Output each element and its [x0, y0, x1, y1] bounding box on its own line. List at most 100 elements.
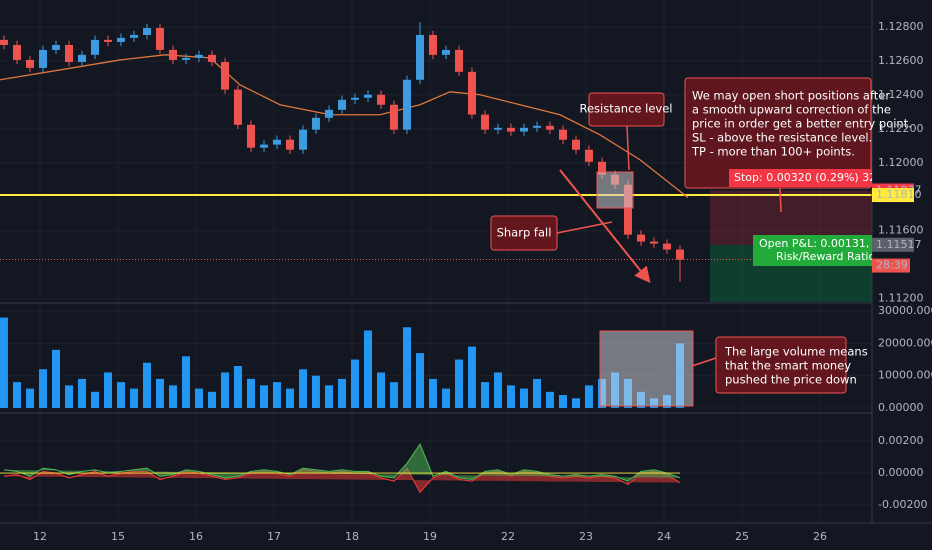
candle-body — [363, 94, 372, 98]
volume-bar — [0, 317, 8, 408]
price-tag-text: 1.11810 — [876, 188, 922, 201]
x-tick-label: 22 — [501, 530, 515, 543]
candle-body — [90, 39, 99, 55]
volume-bar — [272, 382, 281, 408]
y-tick-label: 1.11200 — [878, 292, 924, 305]
volume-bar — [26, 388, 35, 408]
volume-bar — [428, 378, 437, 408]
volume-bar — [558, 395, 567, 408]
axis-labels: 12 15 16 17 18 19 22 23 24 25 26 1.12800 1.12600 1.12… — [33, 20, 932, 543]
volume-bar — [51, 349, 60, 408]
y-tick-label: 1.12600 — [878, 54, 924, 67]
callout-arrow — [556, 221, 613, 234]
y-tick-label: 0.00000 — [878, 401, 924, 414]
candle-body — [389, 104, 398, 130]
callout-arrow — [779, 187, 782, 213]
price-tag — [872, 237, 914, 252]
y-tick-label: 1.12800 — [878, 20, 924, 33]
candle-body — [129, 34, 138, 38]
callout-box — [684, 77, 872, 189]
oscillator-line — [3, 442, 681, 482]
pnl-label: Open P&L: 0.00131, Qty: Risk/Reward Rati… — [753, 235, 895, 266]
x-tick-label: 17 — [267, 530, 281, 543]
callout-text: Sharp fall — [497, 226, 552, 240]
candle-body — [662, 243, 671, 250]
volume-bar — [299, 369, 308, 408]
candle-body — [168, 49, 177, 60]
candle-body — [104, 39, 113, 42]
volume-bar — [77, 378, 86, 408]
volume-bar — [168, 385, 177, 408]
candle-body — [480, 114, 489, 130]
y-tick-label: 1.12200 — [878, 122, 924, 135]
volume-bar — [572, 398, 581, 408]
note-line: We may open short positions after — [692, 89, 890, 103]
countdown-tag — [872, 258, 910, 273]
y-tick-label: 0.00200 — [878, 434, 924, 447]
candle-body — [311, 117, 320, 130]
candle-body — [545, 125, 554, 130]
volume-bar — [116, 382, 125, 408]
candle-body — [77, 54, 86, 62]
y-tick-label: 30000.00000 — [878, 304, 932, 317]
volume-bar — [533, 378, 542, 408]
volume-bar — [233, 365, 242, 408]
candle-body — [402, 79, 411, 130]
pnl-text: Risk/Reward Ratio: 3. — [776, 250, 893, 263]
volume-bar — [285, 388, 294, 408]
candle-body — [636, 234, 645, 242]
volume-bar — [363, 330, 372, 408]
candle-body — [207, 54, 216, 62]
x-tick-label: 12 — [33, 530, 47, 543]
resistance-callout: Resistance level — [580, 92, 672, 127]
candle-body — [533, 125, 542, 128]
volume-bar — [311, 375, 320, 408]
note-line: that the smart money — [725, 359, 851, 373]
note-line: SL - above the resistance level. — [692, 131, 872, 145]
volume-bar — [129, 388, 138, 408]
y-tick-label: 20000.00000 — [878, 336, 932, 349]
candle-body — [51, 44, 60, 50]
x-tick-label: 16 — [189, 530, 203, 543]
volume-bar — [194, 388, 203, 408]
volume-bar — [584, 385, 593, 408]
candle-body — [233, 89, 242, 125]
volume-bar — [155, 378, 164, 408]
callout-box — [588, 92, 665, 127]
trend-arrow — [559, 169, 651, 284]
candle-body — [285, 139, 294, 150]
volume-bar — [338, 378, 347, 408]
volume-note: The large volume means that the smart mo… — [715, 336, 868, 394]
price-tag-text: 1.11517 — [876, 238, 922, 251]
x-tick-label: 25 — [735, 530, 749, 543]
volume-bar — [416, 353, 425, 408]
volume-bar — [506, 385, 515, 408]
y-tick-label: 1.12400 — [878, 88, 924, 101]
y-tick-label: 1.12000 — [878, 156, 924, 169]
x-tick-label: 15 — [111, 530, 125, 543]
candle-body — [299, 129, 308, 150]
note-line: pushed the price down — [725, 373, 857, 387]
y-tick-label: 0.00000 — [878, 466, 924, 479]
x-tick-label: 23 — [579, 530, 593, 543]
candle-body — [272, 139, 281, 145]
stop-text: Stop: 0.00320 (0.29%) 32.0, A — [734, 171, 902, 184]
candle-body — [558, 129, 567, 140]
candle-body — [519, 127, 528, 132]
candle-body — [338, 99, 347, 110]
note-line: a smooth upward correction of the — [692, 103, 891, 117]
x-tick-label: 18 — [345, 530, 359, 543]
candle-body — [38, 49, 47, 68]
pnl-text: Open P&L: 0.00131, Qty: — [759, 237, 895, 250]
oscillator-area — [3, 444, 680, 482]
candle-body — [572, 139, 581, 150]
volume-bar — [324, 385, 333, 408]
volume-bar — [494, 372, 503, 408]
candle-body — [455, 49, 464, 72]
stop-box — [729, 169, 872, 187]
volume-bar — [377, 372, 386, 408]
x-tick-label: 19 — [423, 530, 437, 543]
candle-body — [182, 57, 191, 60]
candle-body — [155, 28, 164, 50]
